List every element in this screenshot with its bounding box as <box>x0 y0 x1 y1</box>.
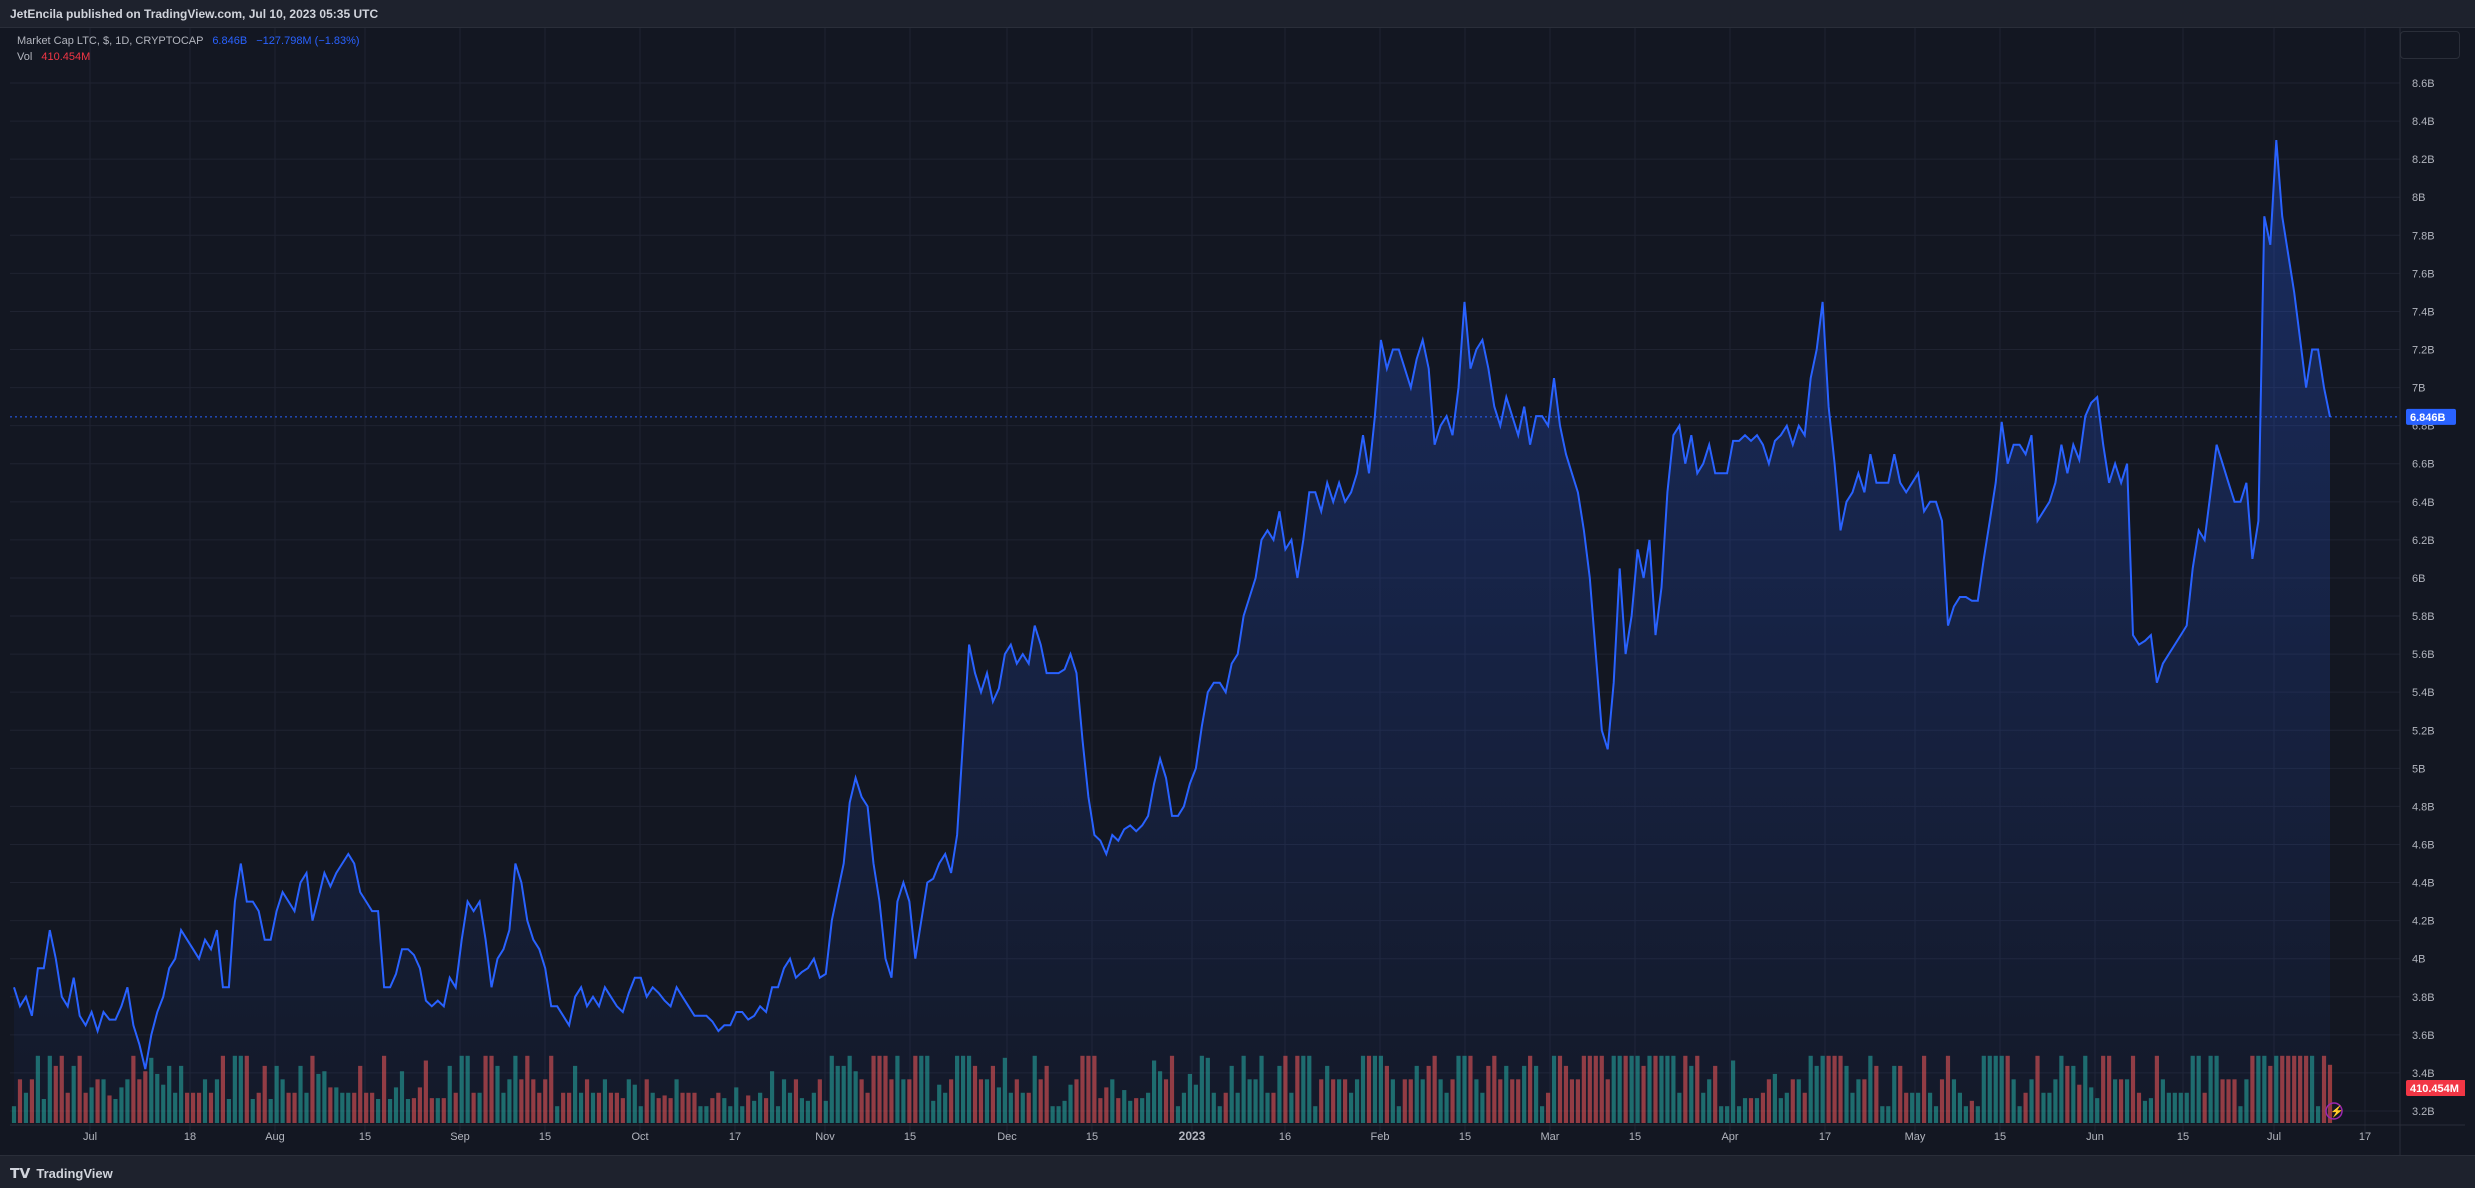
legend-main-row: Market Cap LTC, $, 1D, CRYPTOCAP 6.846B … <box>17 33 360 49</box>
last-volume-label: 410.454M <box>2410 1083 2459 1095</box>
svg-text:⚡: ⚡ <box>2330 1105 2344 1118</box>
legend-volume-label[interactable]: Vol <box>17 51 33 63</box>
y-tick-label: 3.4B <box>2412 1068 2435 1080</box>
x-tick-label: Sep <box>450 1131 470 1143</box>
y-tick-label: 7B <box>2412 383 2425 395</box>
legend-symbol[interactable]: Market Cap LTC, $, 1D, CRYPTOCAP <box>17 35 204 47</box>
chart-frame[interactable]: 3.2B 3.4B 3.6B 3.8B 4B 4.2B 4.4B 4.6B 4.8B 5B 5.2B… <box>10 28 2466 1155</box>
lightning-icon[interactable]: ⚡ <box>2325 1102 2344 1120</box>
y-tick-label: 8.4B <box>2412 116 2435 128</box>
x-tick-label: Aug <box>265 1131 285 1143</box>
publish-info: JetEncila published on TradingView.com, … <box>10 7 379 21</box>
x-tick-label: Jun <box>2086 1131 2104 1143</box>
y-tick-label: 5.8B <box>2412 611 2435 623</box>
y-tick-label: 4.6B <box>2412 839 2435 851</box>
x-tick-label: 15 <box>1459 1131 1471 1143</box>
y-tick-label: 8B <box>2412 192 2425 204</box>
tradingview-logo-icon: 𝗧𝗩 <box>10 1165 31 1181</box>
legend-volume-row: Vol 410.454M <box>17 49 360 65</box>
price-area <box>14 140 2330 1124</box>
y-tick-label: 5B <box>2412 763 2425 775</box>
price-line <box>13 140 2331 1070</box>
y-tick-label: 4.2B <box>2412 916 2435 928</box>
footer-bar: 𝗧𝗩 TradingView <box>0 1155 2475 1188</box>
x-tick-label: Mar <box>1541 1131 1560 1143</box>
y-tick-label: 3.8B <box>2412 992 2435 1004</box>
x-tick-label: Feb <box>1371 1131 1390 1143</box>
y-tick-label: 5.6B <box>2412 649 2435 661</box>
x-tick-label: 17 <box>729 1131 741 1143</box>
price-chart[interactable]: 3.2B 3.4B 3.6B 3.8B 4B 4.2B 4.4B 4.6B 4.8B 5B 5.2B… <box>10 28 2466 1155</box>
y-tick-label: 8.2B <box>2412 154 2435 166</box>
last-volume-badge: 410.454M <box>2406 1080 2466 1096</box>
x-tick-label: 18 <box>184 1131 196 1143</box>
y-tick-label: 7.8B <box>2412 230 2435 242</box>
y-tick-label: 4.4B <box>2412 878 2435 890</box>
x-tick-label: 15 <box>1994 1131 2006 1143</box>
x-tick-label: 15 <box>1629 1131 1641 1143</box>
y-tick-label: 3.6B <box>2412 1030 2435 1042</box>
x-tick-label: 15 <box>539 1131 551 1143</box>
y-tick-label: 7.2B <box>2412 345 2435 357</box>
x-tick-label: 15 <box>904 1131 916 1143</box>
x-tick-label: 15 <box>359 1131 371 1143</box>
y-tick-label: 6.6B <box>2412 459 2435 471</box>
y-tick-label: 4B <box>2412 954 2425 966</box>
x-tick-label: Dec <box>997 1131 1017 1143</box>
last-price-badge: 6.846B <box>2406 408 2456 425</box>
y-tick-label: 5.4B <box>2412 687 2435 699</box>
x-tick-label: Apr <box>1721 1131 1738 1143</box>
x-tick-label: Oct <box>631 1131 648 1143</box>
y-tick-label: 7.4B <box>2412 306 2435 318</box>
x-tick-label: 15 <box>2177 1131 2189 1143</box>
tradingview-logo[interactable]: 𝗧𝗩 TradingView <box>10 1165 113 1182</box>
y-tick-label: 7.6B <box>2412 268 2435 280</box>
x-tick-label: 2023 <box>1179 1129 1206 1143</box>
y-tick-label: 3.2B <box>2412 1106 2435 1118</box>
y-tick-label: 6B <box>2412 573 2425 585</box>
publish-header: JetEncila published on TradingView.com, … <box>0 0 2475 28</box>
y-tick-label: 6.2B <box>2412 535 2435 547</box>
x-tick-label: Jul <box>83 1131 97 1143</box>
last-price-label: 6.846B <box>2410 412 2446 424</box>
y-tick-label: 5.2B <box>2412 725 2435 737</box>
tradingview-logo-text: TradingView <box>36 1166 113 1181</box>
legend-change: −127.798M (−1.83%) <box>256 35 360 47</box>
x-tick-label: 17 <box>1819 1131 1831 1143</box>
y-tick-label: 4.8B <box>2412 801 2435 813</box>
x-tick-label: Nov <box>815 1131 835 1143</box>
x-tick-label: 17 <box>2359 1131 2371 1143</box>
legend-volume-value: 410.454M <box>41 51 91 63</box>
y-tick-label: 8.6B <box>2412 78 2435 90</box>
legend-value: 6.846B <box>212 35 248 47</box>
x-tick-label: Jul <box>2267 1131 2281 1143</box>
x-axis[interactable]: Jul 18 Aug 15 Sep 15 Oct 17 Nov 15 Dec 15 2023 16 Feb 1… <box>83 1129 2371 1143</box>
y-axis[interactable]: 3.2B 3.4B 3.6B 3.8B 4B 4.2B 4.4B 4.6B 4.8B 5B 5.2B… <box>2412 78 2435 1118</box>
x-tick-label: May <box>1905 1131 1926 1143</box>
x-tick-label: 15 <box>1086 1131 1098 1143</box>
x-tick-label: 16 <box>1279 1131 1291 1143</box>
y-tick-label: 6.4B <box>2412 497 2435 509</box>
chart-legend: Market Cap LTC, $, 1D, CRYPTOCAP 6.846B … <box>17 33 360 65</box>
chart-settings-box[interactable] <box>2400 31 2460 59</box>
